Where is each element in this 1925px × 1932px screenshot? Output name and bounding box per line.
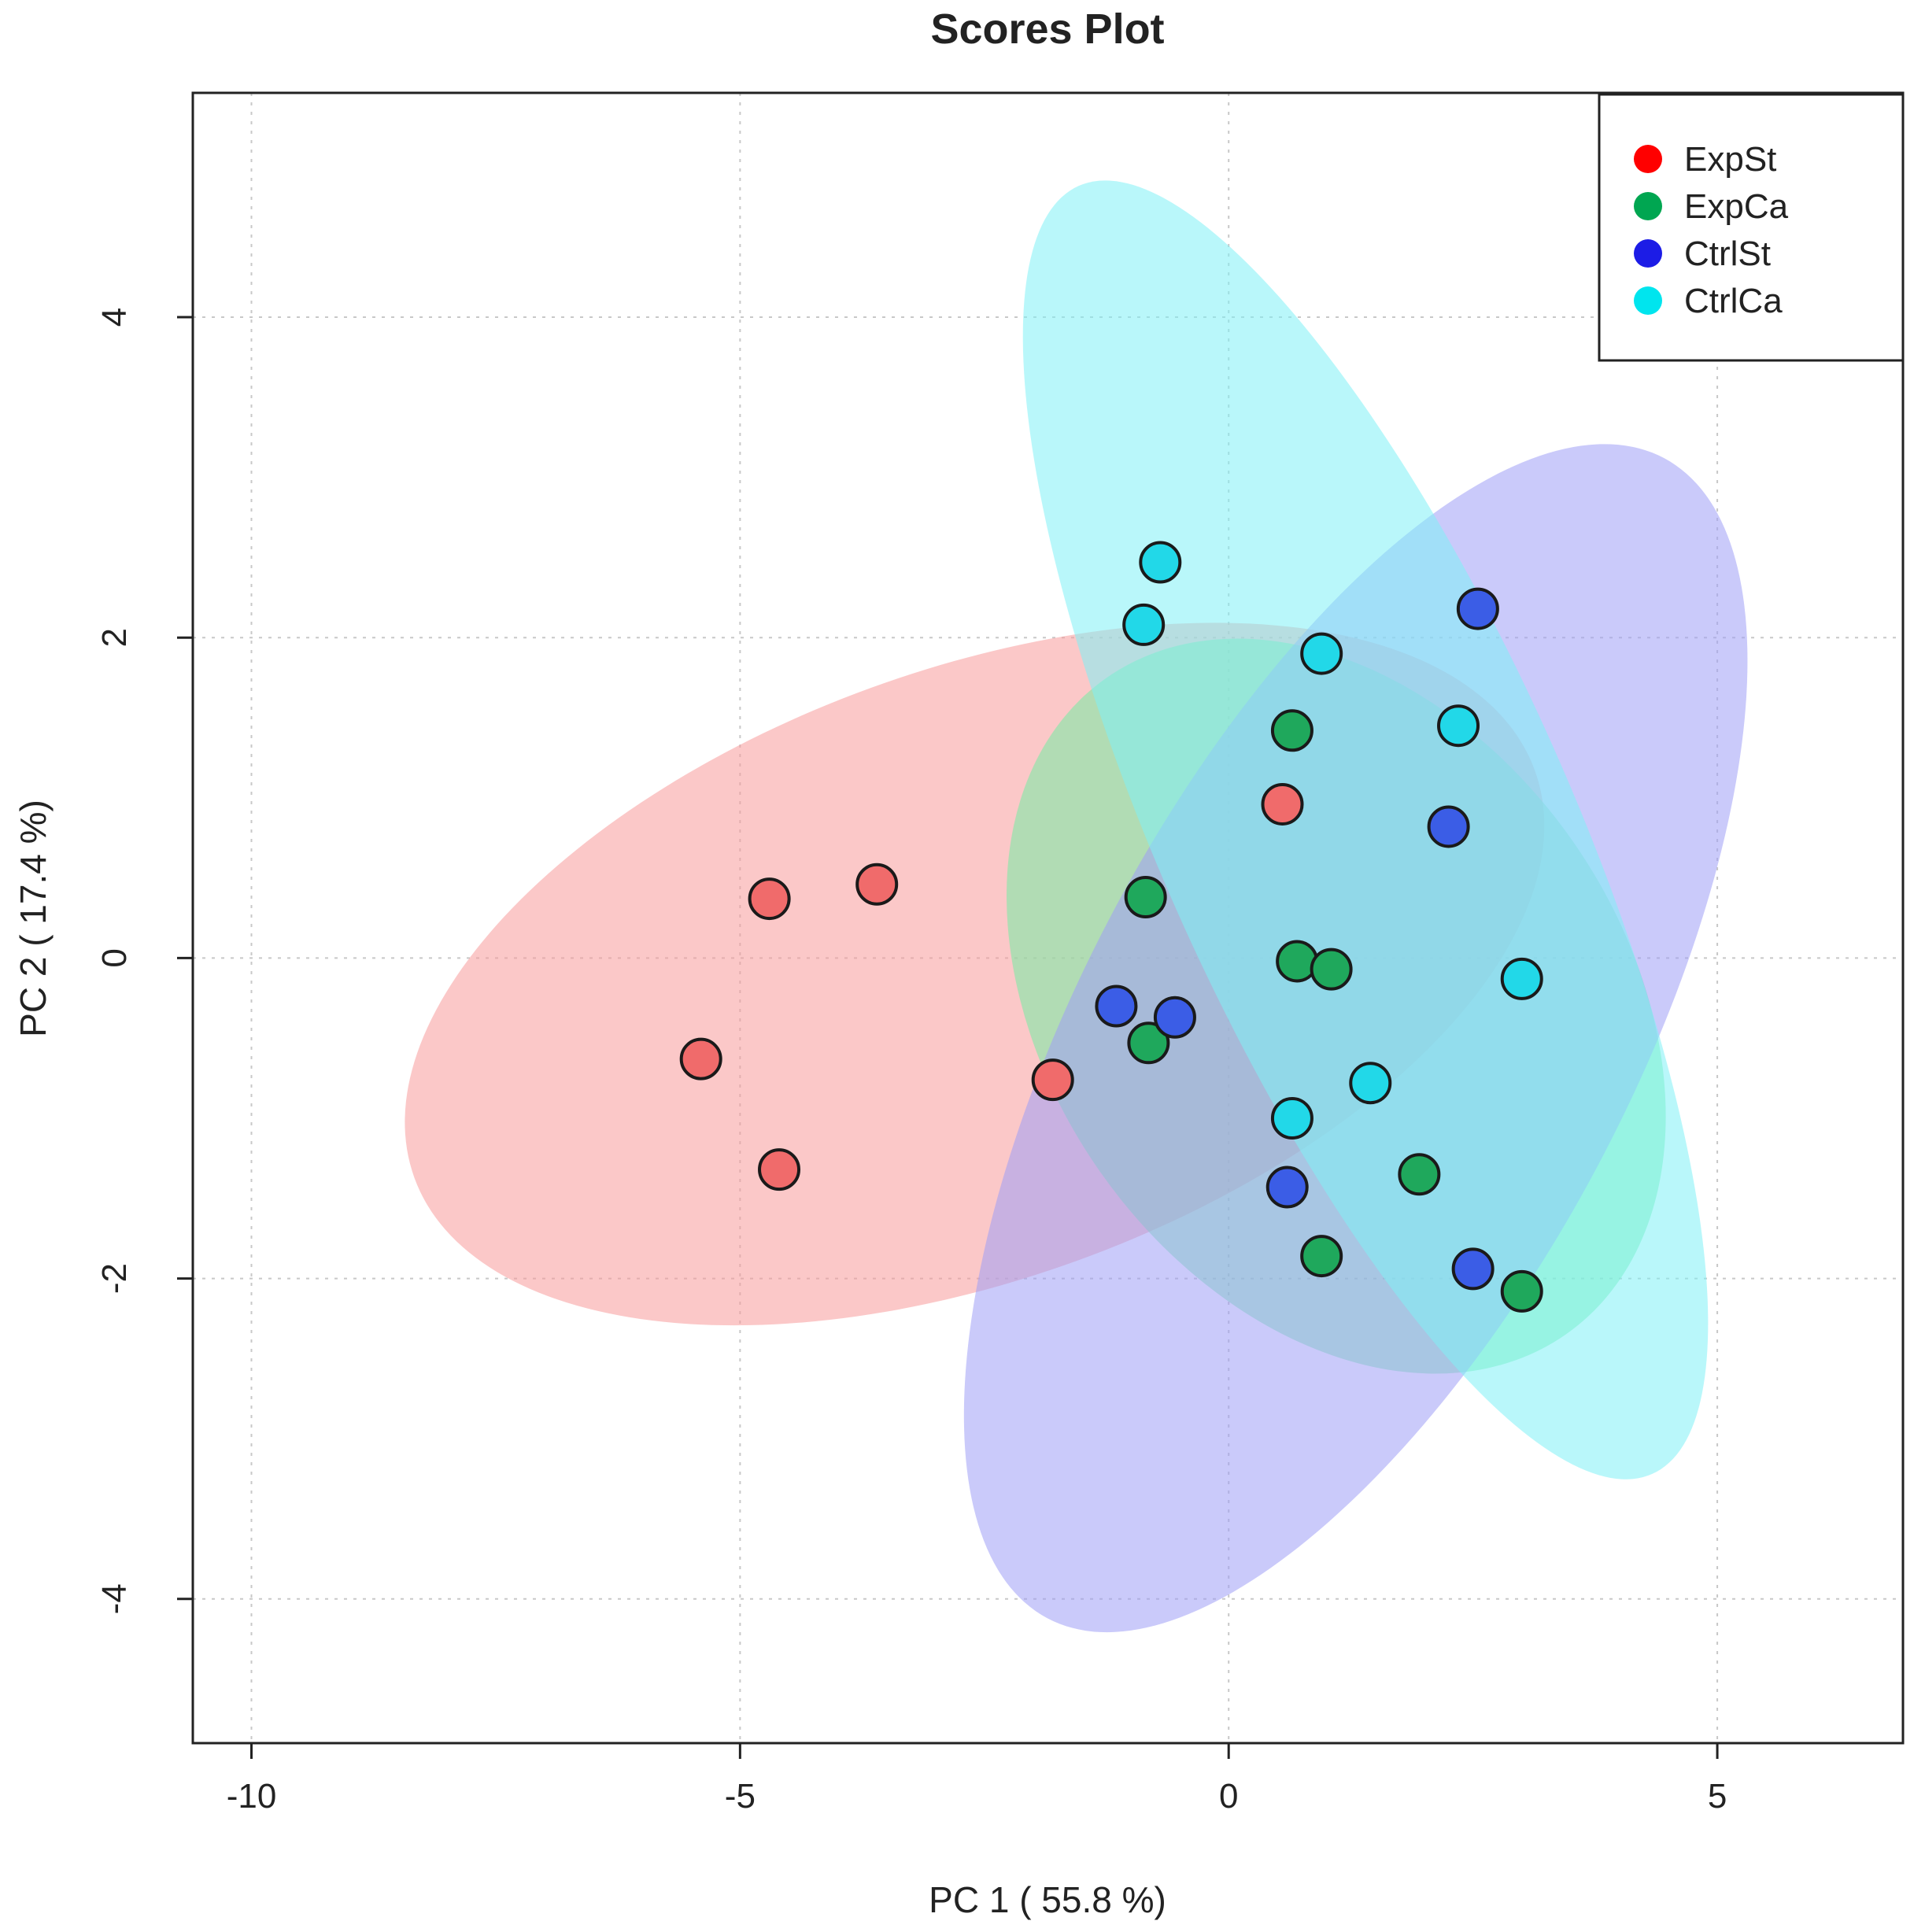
legend: ExpSt ExpCa CtrlSt CtrlCa [1598,93,1905,362]
legend-marker-ctrlst [1634,239,1662,268]
x-tick-label-2: 0 [1219,1777,1238,1816]
point-expst-2 [679,1037,722,1081]
point-expst-1 [855,863,899,906]
point-expca-4 [1127,1021,1170,1065]
legend-marker-expca [1634,192,1662,220]
data-points [679,541,1543,1313]
y-tick-label-2: 0 [95,948,134,967]
point-ctrlca-5 [1349,1062,1392,1105]
plot-frame [191,91,1905,1745]
point-ctrlst-0 [1456,587,1499,630]
legend-marker-expst [1634,145,1662,173]
y-axis-label: PC 2 ( 17.4 %) [13,800,54,1037]
x-tick-label-3: 5 [1708,1777,1727,1816]
confidence-ellipses [405,180,1748,1633]
legend-marker-ctrlca [1634,286,1662,315]
point-expca-0 [1270,709,1314,752]
y-tick-label-4: 4 [95,308,134,327]
point-ctrlst-2 [1095,984,1138,1028]
y-tick-label-1: -2 [95,1263,134,1294]
point-ctrlst-5 [1451,1247,1495,1291]
legend-label-expca: ExpCa [1684,187,1789,226]
legend-label-expst: ExpSt [1684,140,1776,179]
x-tick-label-0: -10 [227,1777,277,1816]
point-expca-3 [1310,948,1353,991]
axis-ticks: -10 -5 0 5 -4 -2 0 2 4 [95,308,1727,1816]
point-ctrlca-0 [1139,541,1182,584]
point-ctrlca-6 [1270,1096,1314,1140]
legend-label-ctrlca: CtrlCa [1684,282,1783,320]
point-expca-6 [1300,1235,1343,1278]
y-tick-label-3: 2 [95,628,134,647]
point-ctrlst-4 [1265,1165,1309,1209]
legend-label-ctrlst: CtrlSt [1684,235,1771,273]
point-expst-5 [1261,782,1304,826]
point-ctrlca-1 [1122,603,1166,646]
y-tick-label-0: -4 [95,1583,134,1614]
legend-box [1598,93,1905,362]
point-expst-3 [758,1148,801,1191]
point-expca-1 [1124,876,1167,919]
point-ctrlca-3 [1437,704,1480,748]
point-ctrlca-2 [1300,632,1343,675]
point-ctrlst-1 [1427,805,1470,848]
point-expca-7 [1500,1269,1543,1313]
point-expst-0 [748,877,791,921]
point-expca-5 [1398,1153,1441,1196]
x-axis-label: PC 1 ( 55.8 %) [929,1879,1166,1920]
point-ctrlst-3 [1153,996,1196,1039]
chart-title: Scores Plot [930,6,1164,53]
point-expst-4 [1031,1058,1074,1102]
x-tick-label-1: -5 [725,1777,756,1816]
point-ctrlca-4 [1500,957,1543,1000]
ellipse-ctrlca [1022,180,1709,1479]
